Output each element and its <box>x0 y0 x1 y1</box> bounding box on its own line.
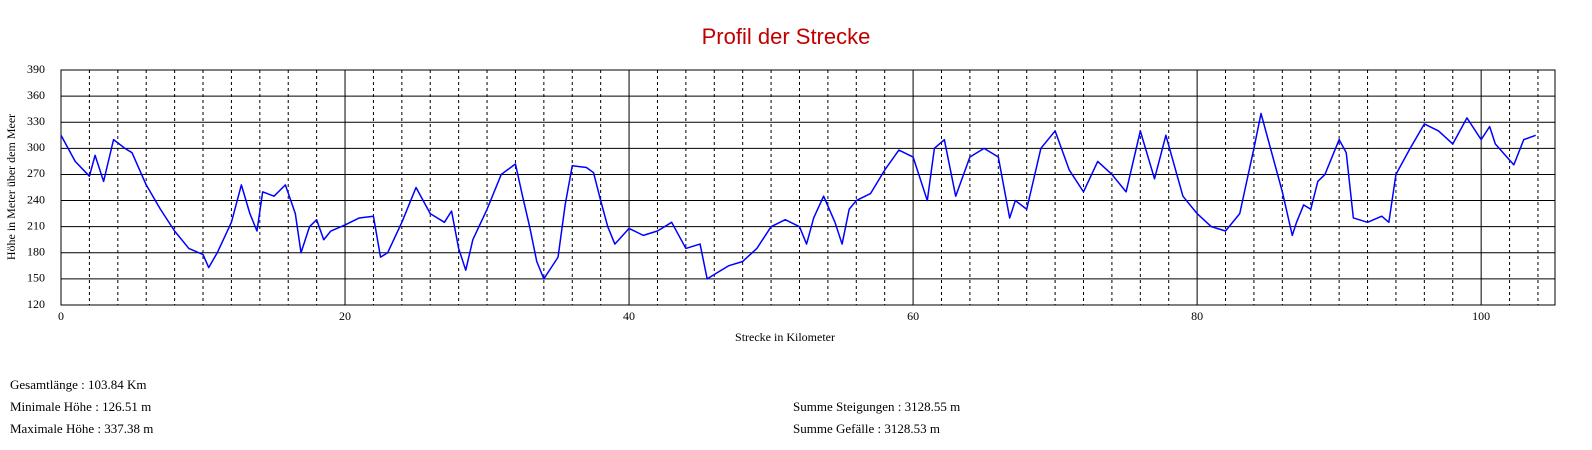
x-tick-label: 40 <box>623 309 635 323</box>
x-tick-label: 80 <box>1191 309 1203 323</box>
y-tick-label: 120 <box>27 297 45 311</box>
stat-text: Summe Steigungen : 3128.55 m <box>793 399 960 414</box>
y-tick-label: 180 <box>27 245 45 259</box>
elevation-line <box>60 112 1536 280</box>
y-tick-label: 210 <box>27 218 45 232</box>
stat-text: Maximale Höhe : 337.38 m <box>10 421 153 436</box>
plot-frame <box>60 69 1556 306</box>
y-tick-label: 360 <box>27 88 45 102</box>
stat-text: Summe Gefälle : 3128.53 m <box>793 421 940 436</box>
y-axis-label: Höhe in Meter über dem Meer <box>4 114 18 260</box>
stat-text: Minimale Höhe : 126.51 m <box>10 399 151 414</box>
x-tick-label: 100 <box>1472 309 1490 323</box>
x-tick-label: 0 <box>58 309 64 323</box>
y-tick-label: 390 <box>27 62 45 76</box>
x-axis-label: Strecke in Kilometer <box>735 330 835 344</box>
y-tick-label: 240 <box>27 192 45 206</box>
x-tick-label: 20 <box>339 309 351 323</box>
x-tick-label: 60 <box>907 309 919 323</box>
y-tick-label: 270 <box>27 166 45 180</box>
stat-text: Gesamtlänge : 103.84 Km <box>10 377 146 392</box>
y-tick-label: 300 <box>27 140 45 154</box>
chart-title: Profil der Strecke <box>702 24 871 49</box>
y-tick-label: 150 <box>27 271 45 285</box>
y-tick-label: 330 <box>27 114 45 128</box>
